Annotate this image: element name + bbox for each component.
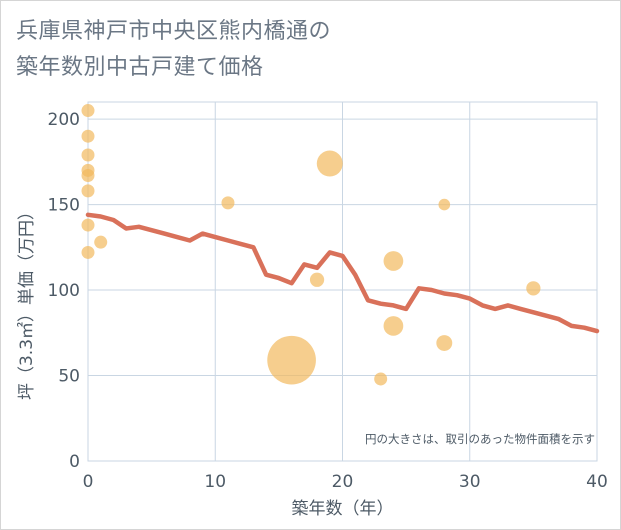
x-tick-label: 40 (586, 472, 608, 492)
data-bubble (81, 245, 95, 259)
x-tick-label: 30 (459, 472, 481, 492)
y-tick-label: 150 (48, 196, 80, 216)
chart-title: 兵庫県神戸市中央区熊内橋通の 築年数別中古戸建て価格 (16, 14, 576, 86)
x-axis-title: 築年数（年） (292, 499, 394, 519)
x-tick-label: 20 (332, 472, 354, 492)
data-bubble (267, 335, 316, 385)
x-tick-label: 10 (204, 472, 226, 492)
data-bubble (436, 335, 453, 352)
data-bubble (81, 169, 95, 183)
data-bubble (383, 316, 404, 336)
data-bubble (81, 148, 95, 162)
tick-labels: 0 50 100 150 200 0 10 20 30 40 (48, 110, 608, 492)
data-bubble (81, 218, 95, 232)
data-bubble (383, 251, 404, 271)
data-bubble (438, 198, 451, 211)
data-bubble (374, 372, 388, 386)
size-annotation: 円の大きさは、取引のあった物件面積を示す (365, 432, 595, 446)
y-axis-title: 坪（3.3㎡）単価（万円） (17, 203, 37, 400)
data-bubble (316, 150, 343, 177)
y-tick-label: 50 (58, 367, 80, 387)
data-bubble (81, 104, 95, 118)
data-bubble (309, 272, 325, 287)
y-tick-label: 200 (48, 110, 80, 130)
y-tick-label: 0 (69, 452, 80, 472)
chart-title-line1: 兵庫県神戸市中央区熊内橋通の (16, 19, 332, 44)
data-bubble (221, 196, 235, 210)
x-tick-label: 0 (83, 472, 94, 492)
trend-line-group (85, 212, 600, 334)
trend-line (85, 212, 600, 334)
data-bubble (94, 235, 108, 249)
grid-lines (87, 101, 598, 462)
data-bubble (81, 184, 95, 198)
bubbles (81, 104, 541, 386)
data-bubble (526, 281, 541, 296)
chart-title-line2: 築年数別中古戸建て価格 (16, 55, 264, 80)
data-bubble (81, 129, 95, 143)
y-tick-label: 100 (48, 281, 80, 301)
